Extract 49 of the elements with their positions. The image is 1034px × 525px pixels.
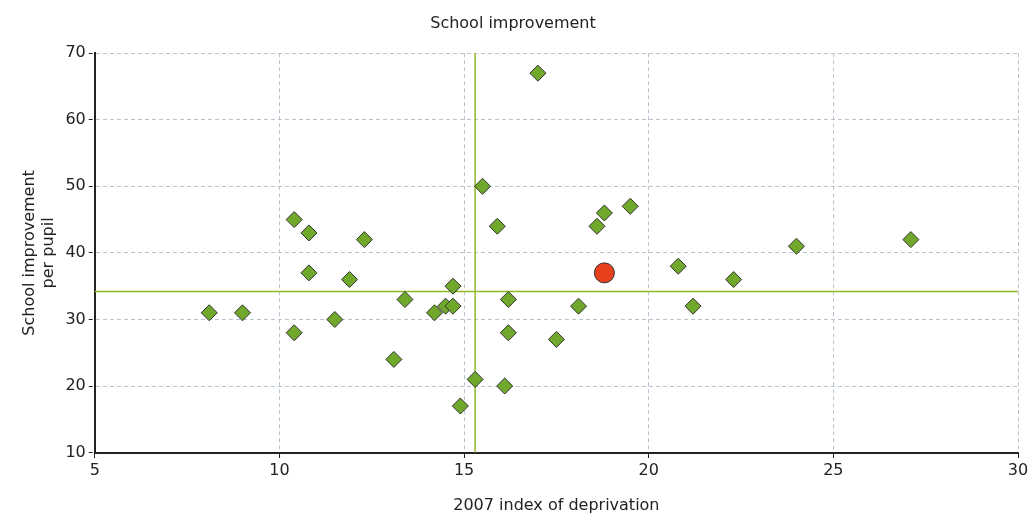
point [300, 264, 318, 282]
point [488, 217, 506, 235]
point [595, 204, 613, 222]
y-tick-label: 30 [65, 308, 86, 328]
point [341, 271, 359, 289]
point [496, 377, 514, 395]
y-tick-label: 20 [65, 375, 86, 395]
point [547, 330, 565, 348]
y-axis-title: School improvement per pupil [18, 170, 57, 336]
x-axis-title: 2007 index of deprivation [453, 494, 660, 514]
point [902, 231, 920, 249]
y-tick-label: 50 [65, 175, 86, 195]
point [200, 304, 218, 322]
x-tick-label: 25 [823, 460, 844, 480]
point [474, 177, 492, 195]
x-tick-label: 30 [1007, 460, 1029, 480]
point [787, 237, 805, 255]
y-tick-label: 60 [65, 108, 86, 128]
point [444, 297, 462, 315]
y-tick-label: 10 [65, 441, 86, 461]
point [300, 224, 318, 242]
point [725, 271, 743, 289]
point [621, 197, 639, 215]
x-tick-label: 10 [269, 460, 290, 480]
point [444, 277, 462, 295]
x-tick-label: 5 [89, 460, 100, 480]
point [385, 350, 403, 368]
point [451, 397, 469, 415]
point [593, 262, 615, 284]
point [499, 324, 517, 342]
point [355, 231, 373, 249]
point [426, 304, 444, 322]
point [669, 257, 687, 275]
y-tick-label: 40 [65, 242, 86, 262]
point [233, 304, 251, 322]
point [285, 324, 303, 342]
point [466, 370, 484, 388]
x-tick-label: 20 [638, 460, 659, 480]
chart-title: School improvement [430, 12, 596, 32]
x-tick-label: 15 [453, 460, 475, 480]
point [529, 64, 547, 82]
y-tick-label: 70 [65, 42, 86, 62]
point [684, 297, 702, 315]
point [570, 297, 588, 315]
point [396, 291, 414, 308]
point [285, 211, 303, 229]
point [499, 291, 517, 308]
point [588, 217, 606, 235]
point [326, 310, 344, 328]
